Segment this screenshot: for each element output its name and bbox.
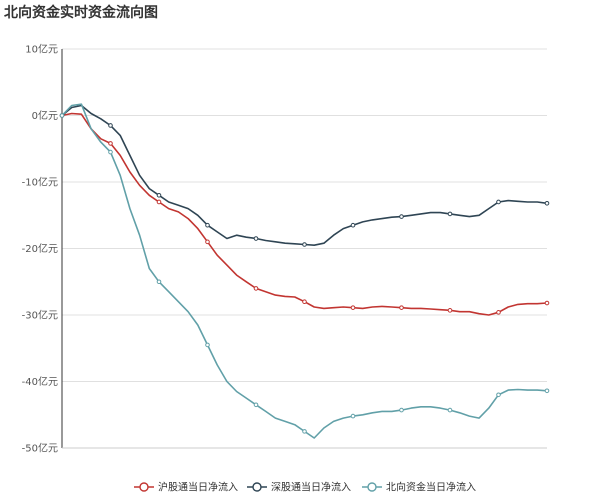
legend[interactable]: 沪股通当日净流入 深股通当日净流入 北向资金当日净流入: [134, 481, 476, 494]
chart-title: 北向资金实时资金流向图: [4, 5, 158, 21]
legend-item-0[interactable]: 沪股通当日净流入: [134, 481, 238, 494]
y-tick-labels: 10亿元 0亿元 -10亿元 -20亿元 -30亿元 -40亿元 -50亿元: [22, 43, 58, 455]
series-point: [205, 342, 210, 348]
series-point: [156, 199, 162, 205]
series-point: [447, 211, 453, 217]
legend-label: 北向资金当日净流入: [386, 481, 476, 494]
legend-label: 沪股通当日净流入: [158, 481, 238, 494]
series-point: [496, 199, 501, 205]
series-point: [447, 308, 453, 313]
series-point: [350, 305, 356, 310]
legend-item-2[interactable]: 北向资金当日净流入: [362, 481, 476, 494]
y-tick-label: 0亿元: [32, 109, 58, 122]
series-point: [302, 242, 307, 247]
y-tick-label: -40亿元: [22, 375, 58, 388]
series-point: [205, 222, 210, 228]
series-point: [447, 407, 453, 413]
series-point: [108, 141, 113, 146]
series-point: [350, 413, 356, 419]
series-point: [302, 429, 307, 434]
y-tick-label: 10亿元: [25, 43, 58, 56]
legend-marker: [139, 482, 149, 492]
legend-label: 深股通当日净流入: [271, 481, 351, 494]
legend-item-1[interactable]: 深股通当日净流入: [247, 481, 351, 494]
series-point: [399, 407, 404, 413]
series-point: [350, 222, 356, 228]
series-line-1: [61, 104, 548, 246]
series-point: [496, 310, 501, 315]
series-point: [399, 305, 404, 310]
series-point: [544, 300, 550, 306]
series-point: [544, 388, 550, 394]
series-point: [302, 299, 307, 305]
series-point: [496, 392, 501, 398]
series-point: [59, 113, 65, 118]
y-tick-label: -20亿元: [22, 242, 58, 255]
series-point: [108, 149, 113, 155]
series-line-0: [61, 112, 548, 316]
series-lines: [59, 103, 550, 439]
y-tick-label: -10亿元: [22, 176, 58, 189]
series-point: [108, 123, 113, 128]
legend-marker: [252, 482, 262, 492]
series-point: [205, 239, 210, 245]
series-point: [156, 193, 162, 198]
y-tick-label: -50亿元: [22, 442, 58, 455]
series-point: [253, 402, 259, 408]
series-point: [253, 236, 259, 241]
series-point: [399, 214, 404, 219]
series-point: [156, 279, 162, 285]
series-line-2: [61, 103, 548, 439]
series-point: [253, 286, 259, 291]
grid-lines: [62, 48, 547, 449]
y-tick-label: -30亿元: [22, 309, 58, 322]
series-point: [544, 200, 550, 206]
legend-marker: [367, 482, 377, 492]
